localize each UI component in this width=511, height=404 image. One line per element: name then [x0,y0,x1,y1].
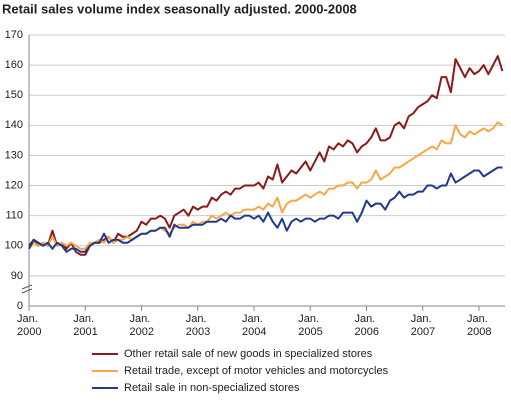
break-mark [21,284,33,290]
y-tick-label: 150 [5,89,23,101]
axis-break [21,284,33,294]
y-tick-label: 90 [11,270,23,282]
series-line [28,166,503,253]
x-tick-label: Jan. 2001 [73,313,98,338]
series-line [28,121,503,250]
y-tick-label: 120 [5,179,23,191]
x-tick-label: Jan. 2007 [410,313,436,338]
x-tick-label: Jan. 2002 [129,313,154,338]
x-tick-label: Jan. 2006 [354,313,379,338]
chart-title: Retail sales volume index seasonally adj… [2,1,357,16]
legend-label: Retail trade, except of motor vehicles a… [124,365,389,377]
y-tick-label: 160 [5,59,23,71]
y-tick-label: 130 [5,149,23,161]
y-tick-label: 170 [5,29,23,41]
x-tick-label: Jan. 2005 [298,313,323,338]
y-tick-label: 100 [5,240,23,252]
legend-label: Other retail sale of new goods in specia… [124,348,373,360]
x-tick-label: Jan. 2008 [467,313,492,338]
y-tick-label: 110 [5,210,23,222]
y-tick-label: 140 [5,119,23,131]
x-tick-label: Jan. 2000 [17,313,42,338]
x-tick-label: Jan. 2004 [242,313,267,338]
break-mark [21,288,33,294]
y-tick-label: 0 [17,300,23,312]
legend-label: Retail sale in non-specialized stores [124,382,300,394]
x-tick-label: Jan. 2003 [185,313,211,338]
